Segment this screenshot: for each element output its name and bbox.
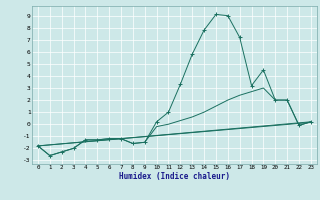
X-axis label: Humidex (Indice chaleur): Humidex (Indice chaleur) — [119, 172, 230, 181]
